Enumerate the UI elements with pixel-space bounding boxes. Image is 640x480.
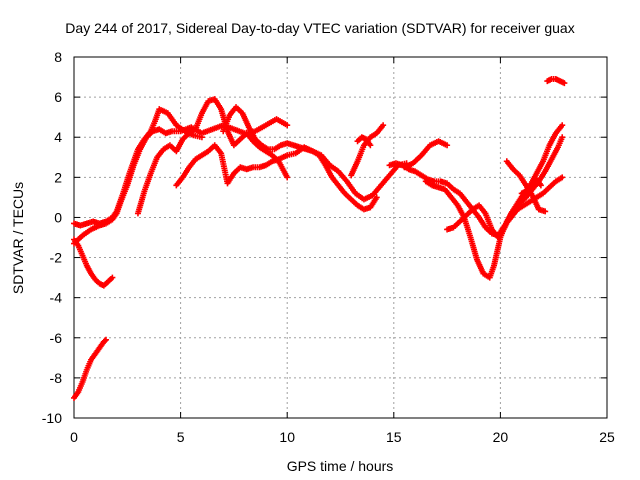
data-series-arc-4	[71, 336, 109, 401]
y-tick-label: 0	[54, 209, 62, 225]
data-series-arc-9	[354, 134, 374, 149]
data-series-arc-14	[503, 158, 549, 215]
data-point	[537, 182, 544, 189]
x-tick-label: 10	[279, 429, 295, 445]
data-point	[373, 194, 380, 201]
data-point	[559, 174, 566, 181]
x-tick-label: 0	[70, 429, 78, 445]
data-series-arc-7	[220, 104, 380, 213]
data-series-arc-15	[518, 176, 544, 197]
data-series-arc-3	[71, 236, 116, 289]
x-tick-label: 20	[493, 429, 509, 445]
data-series-arc-8	[348, 122, 387, 179]
data-point	[542, 208, 549, 215]
plot-frame	[73, 56, 608, 419]
y-tick-label: -6	[50, 330, 63, 346]
y-axis-label: SDTVAR / TECUs	[10, 181, 26, 295]
y-tick-label: 8	[54, 49, 62, 65]
data-point	[561, 80, 568, 87]
y-tick-label: -8	[50, 370, 63, 386]
chart-title: Day 244 of 2017, Sidereal Day-to-day VTE…	[65, 20, 575, 36]
x-tick-label: 25	[599, 429, 615, 445]
data-series-arc-11	[401, 138, 451, 171]
data-point	[444, 142, 451, 149]
data-point	[380, 122, 387, 129]
y-tick-label: -10	[42, 410, 62, 426]
data-point	[101, 337, 108, 344]
data-point	[284, 122, 291, 129]
data-point	[102, 336, 109, 343]
data-series-arc-16	[544, 76, 568, 87]
data-point	[559, 122, 566, 129]
data-series-arc-6	[173, 142, 410, 203]
x-tick-label: 5	[177, 429, 185, 445]
y-tick-label: 2	[54, 169, 62, 185]
data-point	[109, 274, 116, 281]
y-tick-label: -4	[50, 290, 63, 306]
data-series-arc-13	[444, 122, 566, 241]
y-tick-label: -2	[50, 250, 63, 266]
data-point	[367, 142, 374, 149]
y-tick-label: 6	[54, 89, 62, 105]
x-tick-label: 15	[386, 429, 402, 445]
y-tick-label: 4	[54, 129, 62, 145]
x-axis-label: GPS time / hours	[286, 458, 394, 474]
data-point	[284, 174, 291, 181]
data-point	[559, 134, 566, 141]
